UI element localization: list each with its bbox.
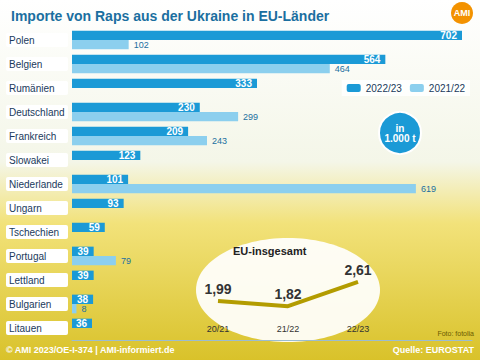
svg-text:2021/22: 2021/22 — [429, 83, 466, 94]
svg-text:2,61: 2,61 — [344, 262, 371, 278]
svg-text:59: 59 — [89, 222, 101, 233]
svg-text:39: 39 — [78, 270, 90, 281]
svg-text:20/21: 20/21 — [207, 324, 230, 334]
svg-text:Tschechien: Tschechien — [9, 227, 59, 238]
svg-text:1,99: 1,99 — [204, 281, 231, 297]
svg-text:© AMI 2023/OE-I-374 | AMI-info: © AMI 2023/OE-I-374 | AMI-informiert.de — [6, 345, 175, 355]
svg-text:Litauen: Litauen — [9, 323, 42, 334]
svg-text:39: 39 — [78, 246, 90, 257]
svg-text:123: 123 — [119, 150, 136, 161]
svg-text:Quelle: EUROSTAT: Quelle: EUROSTAT — [393, 345, 475, 355]
svg-text:Lettland: Lettland — [9, 275, 45, 286]
svg-text:1.000 t: 1.000 t — [384, 133, 416, 144]
svg-text:464: 464 — [335, 64, 350, 74]
svg-text:22/23: 22/23 — [347, 324, 370, 334]
svg-text:93: 93 — [108, 198, 120, 209]
svg-text:102: 102 — [134, 40, 149, 50]
svg-text:36: 36 — [76, 318, 88, 329]
svg-text:Slowakei: Slowakei — [9, 155, 49, 166]
svg-text:in: in — [395, 122, 405, 134]
svg-text:AMI: AMI — [454, 8, 471, 18]
svg-text:Ungarn: Ungarn — [9, 203, 42, 214]
svg-text:1,82: 1,82 — [274, 286, 301, 302]
svg-text:209: 209 — [166, 126, 183, 137]
svg-text:299: 299 — [243, 112, 258, 122]
svg-text:Portugal: Portugal — [9, 251, 46, 262]
svg-text:Polen: Polen — [9, 35, 35, 46]
svg-text:21/22: 21/22 — [277, 324, 300, 334]
svg-text:Foto: fotolia: Foto: fotolia — [437, 330, 474, 337]
svg-text:EU-insgesamt: EU-insgesamt — [233, 245, 307, 257]
svg-text:38: 38 — [77, 293, 89, 305]
svg-text:Niederlande: Niederlande — [9, 179, 63, 190]
svg-text:702: 702 — [440, 30, 457, 41]
svg-text:2022/23: 2022/23 — [366, 83, 403, 94]
svg-text:Deutschland: Deutschland — [9, 107, 65, 118]
svg-text:333: 333 — [235, 78, 252, 89]
svg-text:564: 564 — [364, 54, 381, 65]
svg-text:101: 101 — [106, 174, 123, 185]
svg-text:230: 230 — [178, 102, 195, 113]
svg-text:243: 243 — [212, 136, 227, 146]
svg-text:8: 8 — [81, 304, 86, 314]
svg-text:Frankreich: Frankreich — [9, 131, 56, 142]
svg-text:Importe von Raps aus der Ukrai: Importe von Raps aus der Ukraine in EU-L… — [11, 8, 330, 24]
svg-text:Belgien: Belgien — [9, 59, 42, 70]
svg-text:Bulgarien: Bulgarien — [9, 299, 51, 310]
svg-text:619: 619 — [421, 184, 436, 194]
svg-text:79: 79 — [121, 256, 131, 266]
svg-text:Rumänien: Rumänien — [9, 83, 55, 94]
